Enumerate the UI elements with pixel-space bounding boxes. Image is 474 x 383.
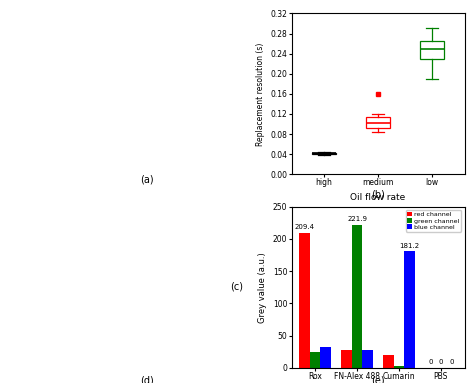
Y-axis label: Replacement resolution (s): Replacement resolution (s) <box>256 42 265 146</box>
Bar <box>404 251 415 368</box>
Text: (c): (c) <box>230 282 244 291</box>
Text: (b): (b) <box>371 190 385 200</box>
Bar <box>362 350 373 368</box>
Bar <box>341 350 352 368</box>
PathPatch shape <box>420 41 444 59</box>
PathPatch shape <box>312 152 336 154</box>
Text: (a): (a) <box>140 174 154 184</box>
Text: 209.4: 209.4 <box>295 224 315 230</box>
X-axis label: Oil flow rate: Oil flow rate <box>350 193 406 202</box>
Bar <box>383 355 394 368</box>
Text: 0: 0 <box>449 359 454 365</box>
Text: (e): (e) <box>371 375 385 383</box>
Legend: red channel, green channel, blue channel: red channel, green channel, blue channel <box>406 210 461 232</box>
Bar <box>300 233 310 368</box>
Text: 0: 0 <box>438 359 443 365</box>
Bar <box>352 225 362 368</box>
Bar <box>394 366 404 368</box>
Text: 181.2: 181.2 <box>400 242 419 249</box>
Bar <box>320 347 331 368</box>
Y-axis label: Grey value (a.u.): Grey value (a.u.) <box>258 252 267 322</box>
Text: 221.9: 221.9 <box>347 216 367 222</box>
Text: (d): (d) <box>140 375 154 383</box>
PathPatch shape <box>366 117 390 128</box>
Bar <box>310 352 320 368</box>
Text: 0: 0 <box>428 359 433 365</box>
